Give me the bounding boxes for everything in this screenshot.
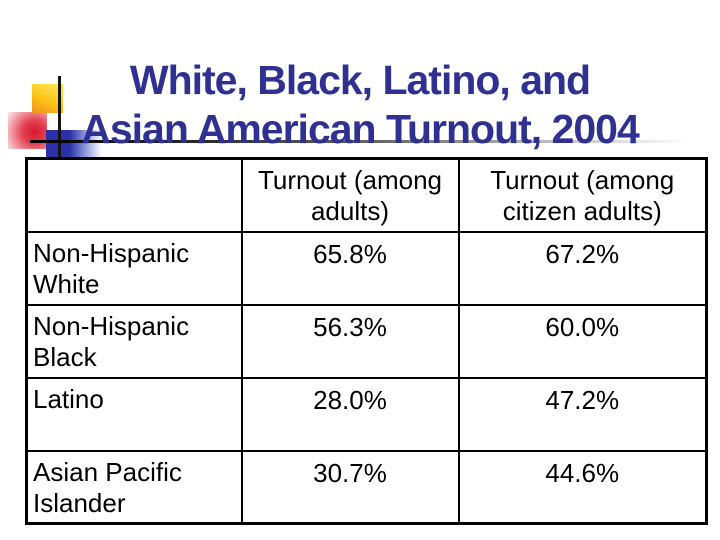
col-header-adults: Turnout (among adults) — [240, 157, 460, 233]
decoration-vertical-rule — [58, 76, 61, 162]
row-label-cell: Non-Hispanic White — [25, 230, 243, 306]
col-header-citizen-adults: Turnout (among citizen adults) — [457, 157, 708, 233]
decoration-blue-square — [46, 130, 102, 159]
slide-title: White, Black, Latino, and Asian American… — [0, 56, 720, 154]
citizen-adults-value-cell: 44.6% — [457, 449, 708, 525]
table-row: Asian Pacific Islander 30.7% 44.6% — [25, 449, 708, 525]
adults-value-cell: 65.8% — [240, 230, 460, 306]
slide-title-line-1: White, Black, Latino, and — [129, 57, 591, 104]
title-underline-rule — [30, 140, 692, 143]
table-row: Non-Hispanic White 65.8% 67.2% — [25, 230, 708, 306]
table-header-row: Turnout (among adults) Turnout (among ci… — [25, 157, 708, 233]
adults-value-cell: 28.0% — [240, 376, 460, 452]
row-label-cell: Asian Pacific Islander — [25, 449, 243, 525]
row-label-cell: Non-Hispanic Black — [25, 303, 243, 379]
col-header-category — [25, 157, 243, 233]
citizen-adults-value-cell: 47.2% — [457, 376, 708, 452]
adults-value-cell: 56.3% — [240, 303, 460, 379]
adults-value-cell: 30.7% — [240, 449, 460, 525]
decoration-yellow-square — [32, 84, 63, 113]
table-row: Non-Hispanic Black 56.3% 60.0% — [25, 303, 708, 379]
row-label-cell: Latino — [25, 376, 243, 452]
citizen-adults-value-cell: 60.0% — [457, 303, 708, 379]
slide-title-line-2: Asian American Turnout, 2004 — [81, 106, 640, 153]
table-row: Latino 28.0% 47.2% — [25, 376, 708, 452]
citizen-adults-value-cell: 67.2% — [457, 230, 708, 306]
turnout-table: Turnout (among adults) Turnout (among ci… — [25, 157, 708, 525]
